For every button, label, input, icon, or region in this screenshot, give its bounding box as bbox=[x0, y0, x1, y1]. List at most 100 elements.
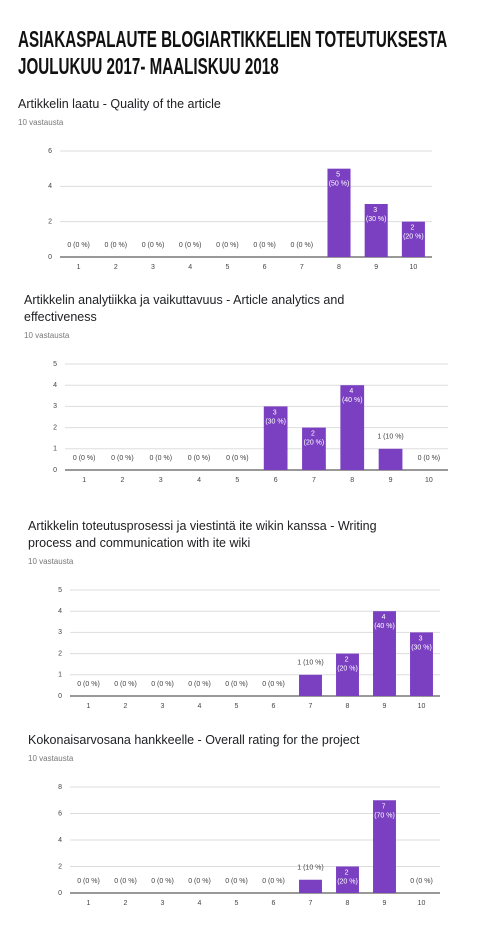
y-tick-label: 8 bbox=[58, 784, 62, 791]
value-label: 5 (50 %) bbox=[329, 172, 350, 188]
value-label: 0 (0 %) bbox=[142, 242, 165, 249]
value-label: 3 (30 %) bbox=[265, 409, 286, 425]
x-tick-label: 9 bbox=[383, 703, 387, 710]
x-tick-label: 10 bbox=[425, 477, 433, 484]
y-tick-label: 4 bbox=[58, 608, 62, 615]
y-tick-label: 4 bbox=[58, 837, 62, 844]
bar bbox=[327, 168, 351, 257]
value-label: 0 (0 %) bbox=[262, 878, 285, 885]
value-label: 0 (0 %) bbox=[151, 681, 174, 688]
chart-title: Kokonaisarvosana hankkeelle - Overall ra… bbox=[28, 733, 360, 747]
bar bbox=[373, 800, 396, 893]
chart: 0 1 2 3 4 5 1 0 (0 %) 2 0 (0 %) 3 0 (0 %) 4 0 (0 %) 5 0… bbox=[53, 361, 448, 484]
value-label: 2 (20 %) bbox=[337, 869, 358, 885]
value-label: 0 (0 %) bbox=[114, 681, 137, 688]
value-label: 0 (0 %) bbox=[225, 878, 248, 885]
x-tick-label: 3 bbox=[159, 477, 163, 484]
value-label: 0 (0 %) bbox=[410, 878, 433, 885]
x-tick-label: 10 bbox=[418, 703, 426, 710]
y-tick-label: 3 bbox=[53, 403, 57, 410]
value-label: 0 (0 %) bbox=[67, 242, 90, 249]
bar bbox=[340, 385, 365, 470]
x-tick-label: 2 bbox=[114, 264, 118, 271]
value-label: 1 (10 %) bbox=[297, 865, 323, 872]
chart: 0 1 2 3 4 5 1 0 (0 %) 2 0 (0 %) 3 0 (0 %) 4 0 (0 %) 5 0… bbox=[58, 587, 440, 710]
response-count: 10 vastausta bbox=[24, 331, 70, 340]
value-label: 4 (40 %) bbox=[374, 614, 395, 630]
value-label: 0 (0 %) bbox=[216, 242, 239, 249]
y-tick-label: 6 bbox=[48, 148, 52, 155]
x-tick-label: 1 bbox=[77, 264, 81, 271]
value-label: 1 (10 %) bbox=[297, 660, 323, 667]
bar bbox=[299, 674, 322, 696]
x-tick-label: 7 bbox=[300, 264, 304, 271]
x-tick-label: 5 bbox=[235, 703, 239, 710]
y-tick-label: 2 bbox=[48, 219, 52, 226]
y-tick-label: 2 bbox=[58, 863, 62, 870]
x-tick-label: 10 bbox=[410, 264, 418, 271]
y-tick-label: 2 bbox=[58, 650, 62, 657]
value-label: 0 (0 %) bbox=[225, 681, 248, 688]
x-tick-label: 7 bbox=[312, 477, 316, 484]
x-tick-label: 7 bbox=[309, 900, 313, 907]
chart-block: Kokonaisarvosana hankkeelle - Overall ra… bbox=[28, 732, 468, 909]
x-tick-label: 4 bbox=[198, 900, 202, 907]
bar bbox=[263, 406, 288, 470]
x-tick-label: 6 bbox=[263, 264, 267, 271]
y-tick-label: 1 bbox=[53, 446, 57, 453]
x-tick-label: 9 bbox=[383, 900, 387, 907]
value-label: 0 (0 %) bbox=[291, 242, 314, 249]
x-tick-label: 1 bbox=[82, 477, 86, 484]
value-label: 0 (0 %) bbox=[149, 455, 172, 462]
x-tick-label: 3 bbox=[161, 703, 165, 710]
value-label: 0 (0 %) bbox=[188, 878, 211, 885]
x-tick-label: 7 bbox=[309, 703, 313, 710]
value-label: 4 (40 %) bbox=[342, 388, 363, 404]
x-tick-label: 6 bbox=[274, 477, 278, 484]
bar bbox=[299, 879, 322, 893]
x-tick-label: 5 bbox=[225, 264, 229, 271]
heading-line: JOULUKUU 2017- MAALISKUU 2018 bbox=[18, 53, 279, 79]
value-label: 0 (0 %) bbox=[418, 455, 441, 462]
x-tick-label: 9 bbox=[389, 477, 393, 484]
x-tick-label: 1 bbox=[87, 900, 91, 907]
value-label: 0 (0 %) bbox=[111, 455, 134, 462]
bar bbox=[336, 653, 359, 696]
bar bbox=[302, 427, 326, 470]
y-tick-label: 0 bbox=[58, 890, 62, 897]
value-label: 0 (0 %) bbox=[226, 455, 249, 462]
y-tick-label: 4 bbox=[48, 183, 52, 190]
x-tick-label: 4 bbox=[197, 477, 201, 484]
heading-line: ASIAKASPALAUTE BLOGIARTIKKELIEN TOTEUTUK… bbox=[18, 26, 448, 52]
bar bbox=[401, 221, 425, 257]
value-label: 0 (0 %) bbox=[188, 681, 211, 688]
value-label: 3 (30 %) bbox=[366, 207, 387, 223]
x-tick-label: 4 bbox=[198, 703, 202, 710]
y-tick-label: 0 bbox=[48, 254, 52, 261]
x-tick-label: 8 bbox=[346, 900, 350, 907]
x-tick-label: 6 bbox=[272, 900, 276, 907]
value-label: 3 (30 %) bbox=[411, 635, 432, 651]
x-tick-label: 10 bbox=[418, 900, 426, 907]
value-label: 0 (0 %) bbox=[105, 242, 128, 249]
bar bbox=[410, 632, 433, 696]
value-label: 0 (0 %) bbox=[262, 681, 285, 688]
value-label: 7 (70 %) bbox=[374, 803, 395, 819]
value-label: 0 (0 %) bbox=[73, 455, 96, 462]
y-tick-label: 4 bbox=[53, 382, 57, 389]
x-tick-label: 5 bbox=[235, 477, 239, 484]
response-count: 10 vastausta bbox=[28, 754, 74, 763]
chart-title: Artikkelin analytiikka ja vaikuttavuus -… bbox=[24, 293, 345, 324]
value-label: 0 (0 %) bbox=[77, 878, 100, 885]
value-label: 0 (0 %) bbox=[179, 242, 202, 249]
y-tick-label: 5 bbox=[58, 587, 62, 594]
value-label: 0 (0 %) bbox=[253, 242, 276, 249]
y-tick-label: 0 bbox=[58, 693, 62, 700]
x-tick-label: 6 bbox=[272, 703, 276, 710]
bar bbox=[336, 866, 359, 893]
chart-title: Artikkelin toteutusprosessi ja viestintä… bbox=[28, 519, 377, 550]
value-label: 0 (0 %) bbox=[188, 455, 211, 462]
value-label: 2 (20 %) bbox=[304, 430, 325, 446]
chart-block: Artikkelin analytiikka ja vaikuttavuus -… bbox=[24, 292, 464, 486]
